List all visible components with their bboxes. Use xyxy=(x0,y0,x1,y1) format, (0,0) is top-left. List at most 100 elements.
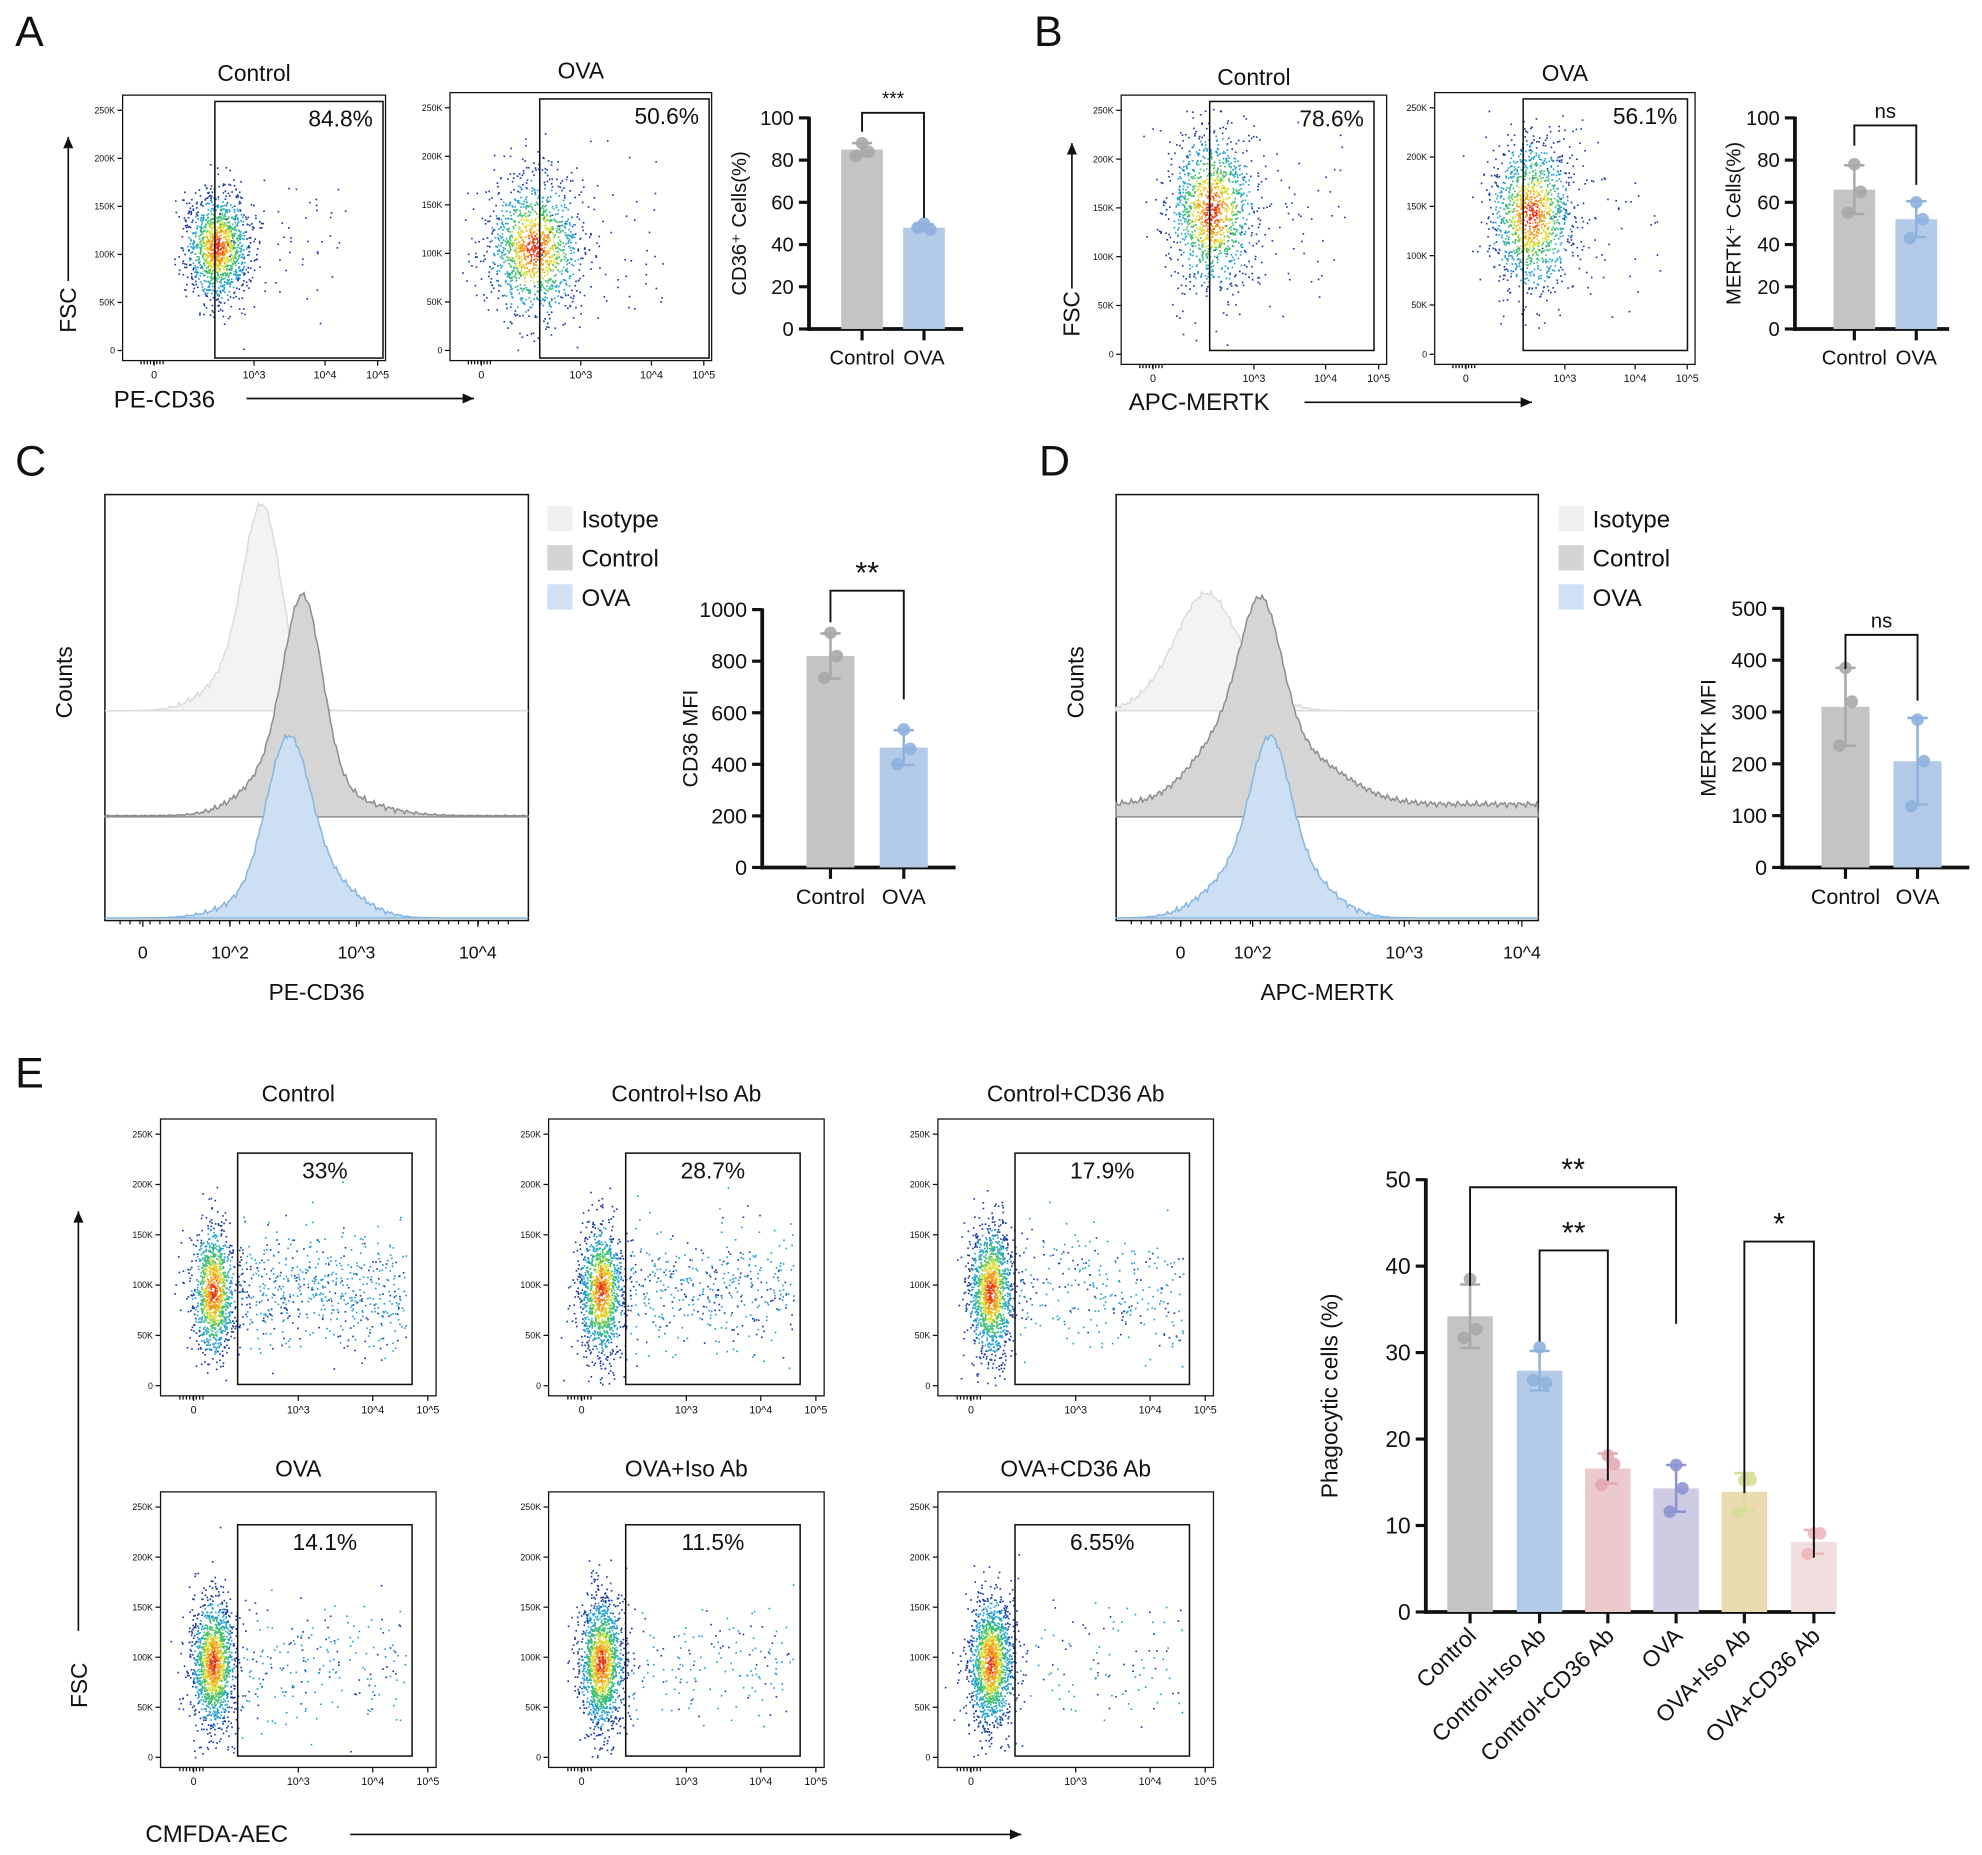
event-dot xyxy=(517,262,520,265)
event-dot xyxy=(1185,278,1187,280)
event-dot xyxy=(219,235,221,238)
event-dot xyxy=(565,282,567,285)
event-dot xyxy=(533,262,535,265)
event-dot xyxy=(248,250,251,253)
event-dot xyxy=(215,271,218,274)
event-dot xyxy=(1234,232,1236,235)
event-dot xyxy=(505,222,507,225)
event-dot xyxy=(242,253,245,256)
event-dot xyxy=(1545,272,1548,274)
event-dot xyxy=(555,204,558,207)
event-dot xyxy=(1181,134,1184,136)
event-dot xyxy=(1221,206,1224,208)
event-dot xyxy=(209,255,212,257)
event-dot xyxy=(567,242,569,244)
event-dot xyxy=(1534,174,1537,177)
event-dot xyxy=(237,278,240,280)
event-dot xyxy=(1201,209,1204,212)
event-dot xyxy=(237,275,240,278)
event-dot xyxy=(199,240,202,243)
event-dot xyxy=(490,267,493,270)
event-dot xyxy=(1526,167,1529,169)
event-dot xyxy=(1580,240,1583,243)
event-dot xyxy=(556,246,559,249)
event-dot xyxy=(1508,197,1510,200)
event-dot xyxy=(1498,300,1501,303)
event-dot xyxy=(568,239,571,241)
event-dot xyxy=(1215,185,1218,188)
event-dot xyxy=(1226,205,1229,207)
event-dot xyxy=(228,246,231,249)
event-dot xyxy=(519,177,522,179)
event-dot xyxy=(1515,230,1518,232)
event-dot xyxy=(522,170,525,172)
event-dot xyxy=(1553,151,1556,154)
event-dot xyxy=(193,241,196,243)
event-dot xyxy=(1201,143,1204,146)
event-dot xyxy=(504,248,506,250)
event-dot xyxy=(204,229,206,232)
event-dot xyxy=(233,217,235,220)
event-dot xyxy=(1215,207,1217,210)
event-dot xyxy=(1207,236,1209,239)
event-dot xyxy=(1189,192,1191,194)
event-dot xyxy=(1198,248,1201,250)
event-dot xyxy=(1215,181,1218,184)
event-dot xyxy=(1194,203,1197,206)
event-dot xyxy=(1218,162,1221,164)
event-dot xyxy=(547,196,549,199)
event-dot xyxy=(1572,254,1574,257)
event-dot xyxy=(512,243,514,246)
event-dot xyxy=(263,210,265,213)
event-dot xyxy=(1184,195,1187,197)
event-dot xyxy=(1229,170,1232,173)
event-dot xyxy=(1201,215,1203,218)
event-dot xyxy=(235,271,238,274)
event-dot xyxy=(536,233,539,236)
event-dot xyxy=(215,291,217,293)
event-dot xyxy=(540,207,543,210)
event-dot xyxy=(222,285,224,288)
event-dot xyxy=(520,299,523,302)
event-dot xyxy=(1214,212,1216,214)
event-dot xyxy=(1515,179,1518,182)
event-dot xyxy=(1199,226,1202,228)
event-dot xyxy=(184,289,186,291)
event-dot xyxy=(511,296,514,299)
event-dot xyxy=(557,236,560,239)
event-dot xyxy=(548,301,551,303)
event-dot xyxy=(519,287,522,290)
event-dot xyxy=(226,250,228,253)
event-dot xyxy=(190,239,192,242)
event-dot xyxy=(223,224,225,226)
event-dot xyxy=(581,257,584,260)
event-dot xyxy=(1228,231,1230,234)
event-dot xyxy=(1211,164,1214,166)
y-tick-label: 150K xyxy=(1093,203,1114,213)
event-dot xyxy=(1215,182,1218,185)
event-dot xyxy=(507,259,509,261)
event-dot xyxy=(221,214,224,216)
event-dot xyxy=(1495,193,1497,195)
event-dot xyxy=(230,242,232,245)
event-dot xyxy=(1337,205,1340,208)
event-dot xyxy=(205,248,207,250)
event-dot xyxy=(1571,286,1574,288)
event-dot xyxy=(557,241,559,244)
event-dot xyxy=(234,215,237,218)
event-dot xyxy=(510,234,513,236)
event-dot xyxy=(1199,193,1201,195)
event-dot xyxy=(1220,287,1223,289)
event-dot xyxy=(578,277,581,280)
event-dot xyxy=(215,259,217,261)
event-dot xyxy=(517,185,520,188)
event-dot xyxy=(209,221,212,223)
event-dot xyxy=(245,218,248,220)
event-dot xyxy=(1178,198,1180,200)
event-dot xyxy=(502,224,505,226)
event-dot xyxy=(519,230,522,233)
event-dot xyxy=(508,227,510,230)
event-dot xyxy=(208,284,211,287)
event-dot xyxy=(1192,214,1195,217)
event-dot xyxy=(521,290,524,293)
